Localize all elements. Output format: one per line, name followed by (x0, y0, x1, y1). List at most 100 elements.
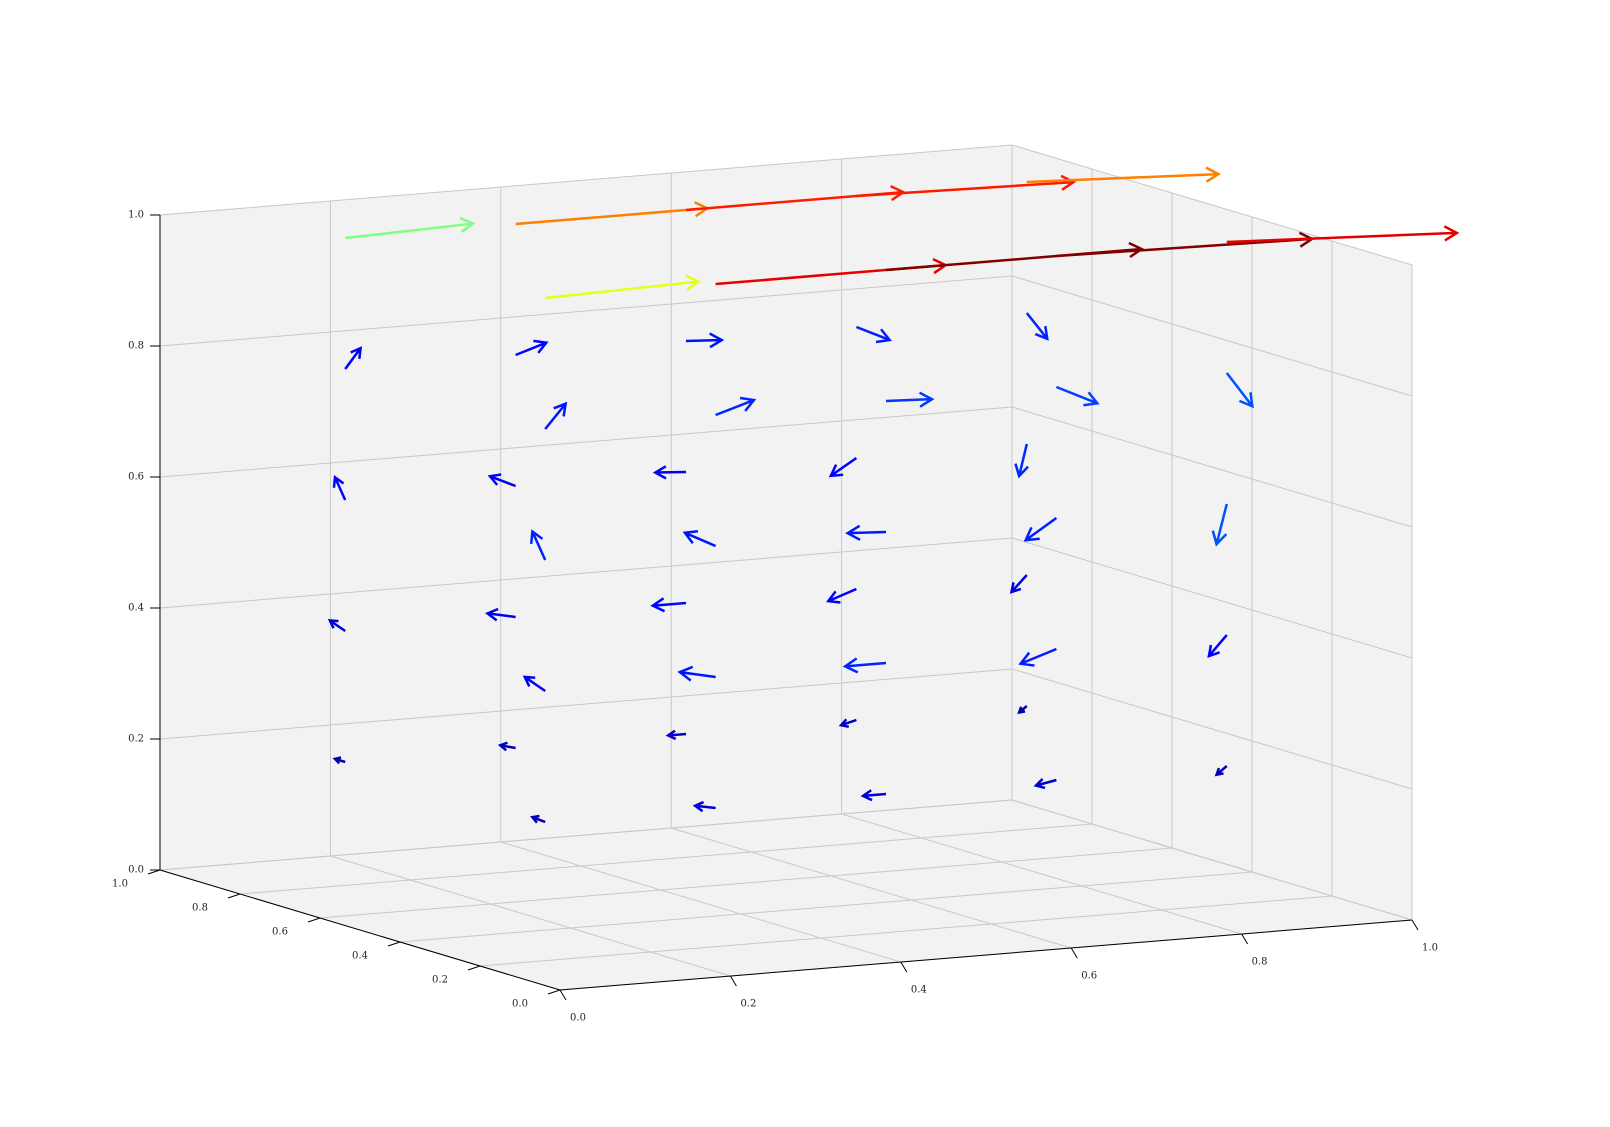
arrow (682, 530, 717, 548)
z-tick-label: 1.0 (128, 210, 144, 221)
y-tick-label: 0.6 (272, 927, 288, 938)
x-axis (559, 919, 1413, 991)
grid-line (479, 895, 1333, 967)
arrow (1009, 574, 1028, 594)
grid-line (1011, 406, 1413, 528)
arrow (529, 529, 547, 561)
x-tick-label: 0.6 (1081, 971, 1097, 982)
tick-mark (900, 961, 908, 973)
grid-line (1011, 537, 1413, 659)
x-tick-label: 0.0 (570, 1013, 586, 1024)
back-pane (160, 145, 1012, 870)
z-tick-label: 0.6 (128, 472, 144, 483)
grid-line (159, 668, 1013, 740)
arrow (885, 391, 935, 408)
grid-line (319, 847, 1173, 919)
x-tick-label: 0.8 (1252, 957, 1268, 968)
arrow (1014, 443, 1029, 479)
x-tick-label: 1.0 (1422, 943, 1438, 954)
arrow (685, 332, 725, 349)
grid-line (159, 144, 1013, 216)
tick-mark (467, 965, 481, 971)
arrow (497, 741, 516, 752)
arrow (487, 473, 517, 488)
grid-line (1011, 668, 1413, 790)
arrow (344, 346, 363, 370)
arrow (825, 587, 857, 604)
arrow (1207, 634, 1228, 659)
arrow (856, 174, 1077, 198)
arrow (845, 524, 887, 541)
grid-line (1011, 799, 1413, 921)
arrow (715, 396, 757, 417)
x-tick-label: 0.4 (911, 985, 927, 996)
grid-line (159, 406, 1013, 478)
grid-line (671, 827, 1072, 949)
z-tick-label: 0.2 (128, 734, 144, 745)
grid-line (1011, 275, 1413, 397)
arrow (1033, 778, 1057, 790)
arrow (860, 789, 887, 802)
arrow (332, 756, 346, 765)
y-tick-label: 1.0 (112, 879, 128, 890)
tick-mark (559, 989, 567, 1001)
arrow (1211, 503, 1229, 547)
side-pane (1012, 145, 1412, 920)
arrow (345, 216, 476, 240)
arrow (1226, 225, 1460, 244)
z-tick-label: 0.4 (128, 603, 144, 614)
tick-mark (387, 941, 401, 947)
arrow (544, 401, 568, 430)
tick-mark (1411, 919, 1419, 931)
y-tick-label: 0.0 (512, 999, 528, 1010)
y-axis (159, 869, 561, 991)
tick-mark (1241, 933, 1249, 945)
grid-line (239, 823, 1093, 895)
grid-line (399, 871, 1253, 943)
z-tick-label: 0.8 (128, 341, 144, 352)
arrow (1023, 516, 1058, 542)
y-tick-label: 0.2 (432, 975, 448, 986)
y-tick-label: 0.4 (352, 951, 368, 962)
arrow (484, 607, 516, 622)
arrow (1018, 647, 1057, 667)
grid-line (841, 813, 1242, 935)
arrow (665, 729, 687, 741)
arrow (530, 814, 546, 824)
tick-mark (1070, 947, 1078, 959)
tick-mark (227, 893, 241, 899)
arrow (855, 325, 892, 344)
arrow (650, 597, 687, 613)
y-tick-label: 0.8 (192, 903, 208, 914)
grid-line (500, 841, 901, 963)
grid-line (330, 855, 731, 977)
arrow (545, 274, 702, 300)
arrow (842, 657, 887, 674)
arrow (522, 675, 546, 693)
tick-mark (729, 975, 737, 987)
x-tick-label: 0.2 (740, 999, 756, 1010)
arrow (1055, 385, 1100, 407)
arrow (838, 718, 857, 728)
tick-mark (547, 989, 561, 995)
arrow (332, 474, 347, 501)
grid-line (159, 799, 1013, 871)
arrow (692, 800, 716, 813)
arrow (677, 665, 716, 682)
arrow (1225, 372, 1254, 409)
floor-pane (160, 800, 1412, 990)
grid-line (159, 537, 1013, 609)
tick-mark (147, 869, 161, 875)
arrow (1025, 312, 1049, 341)
grid-line (1011, 144, 1413, 266)
arrow (515, 339, 549, 357)
arrow (1017, 705, 1028, 715)
z-tick-label: 0.0 (128, 865, 144, 876)
tick-mark (307, 917, 321, 923)
arrow (652, 465, 687, 480)
arrow (1026, 166, 1222, 184)
arrow (327, 619, 346, 633)
arrow (828, 456, 858, 478)
